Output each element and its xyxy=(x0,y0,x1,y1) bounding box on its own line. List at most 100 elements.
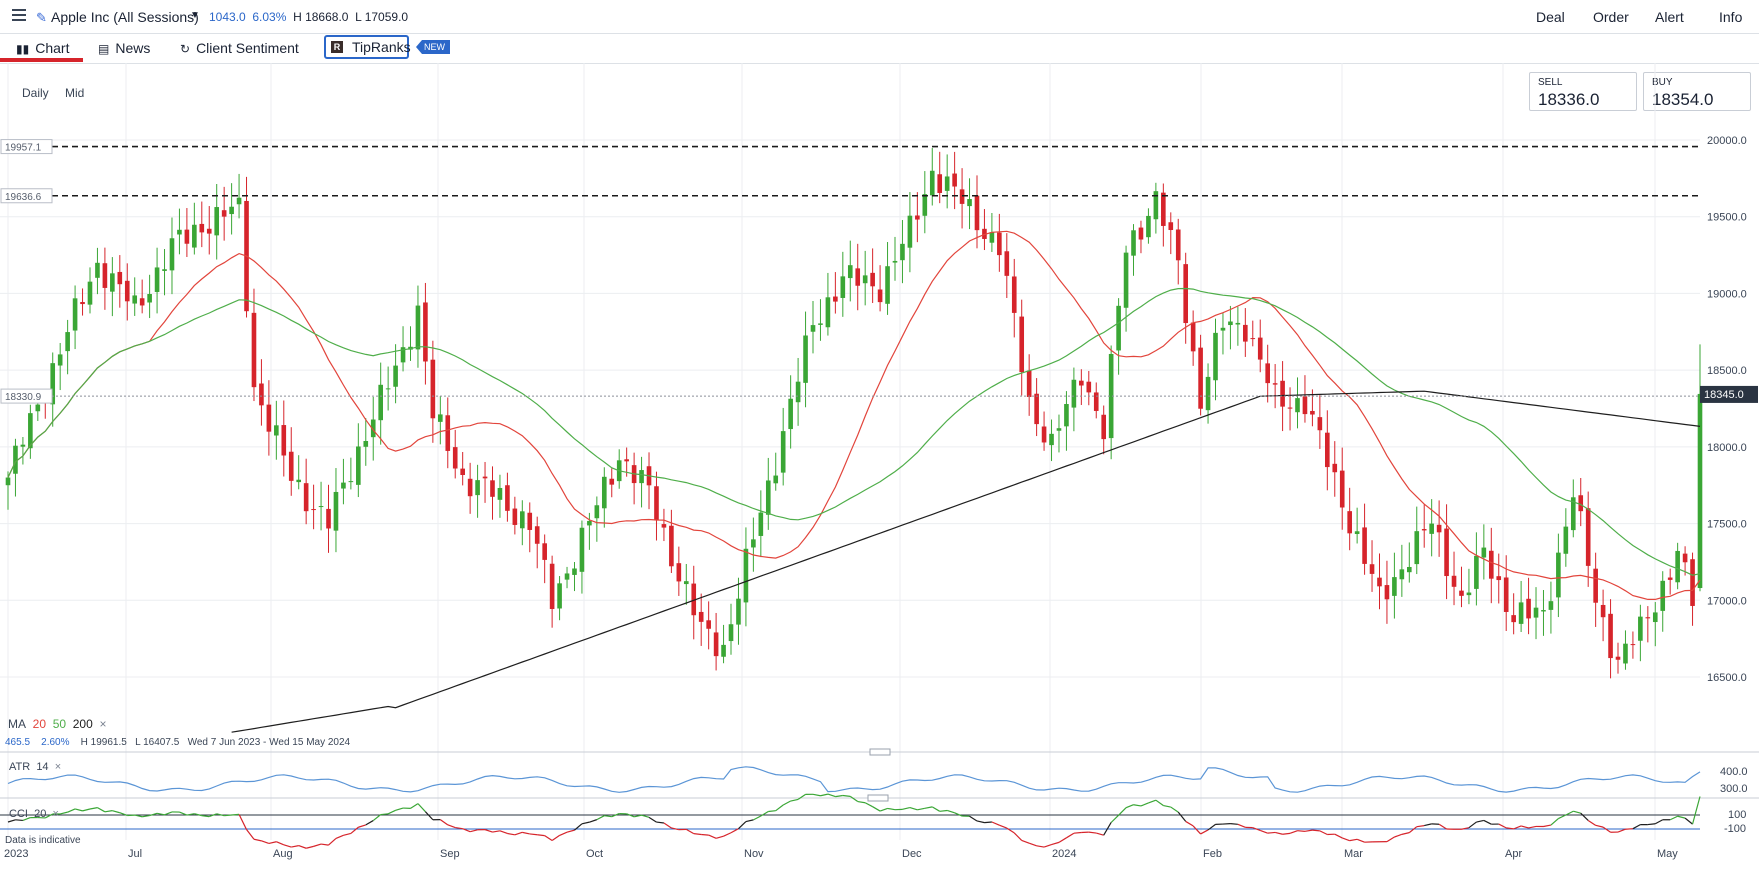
atr-close-icon[interactable]: × xyxy=(54,761,62,773)
cci-line-seg xyxy=(268,841,277,845)
candle-down xyxy=(1496,576,1502,581)
candle-up xyxy=(736,598,741,625)
order-button[interactable]: Order xyxy=(1593,9,1629,25)
price-chart[interactable]: 20000.0 19500.0 19000.0 18500.0 18000.0 17500… xyxy=(0,63,1759,870)
price-type-selector[interactable]: Mid xyxy=(65,86,85,100)
candle-down xyxy=(1503,577,1509,612)
cci-legend[interactable]: CCI 20 × xyxy=(9,808,59,820)
candle-down xyxy=(303,483,309,512)
candle-down xyxy=(117,271,123,285)
candle-down xyxy=(1161,192,1166,226)
candle-down xyxy=(1682,553,1688,563)
tab-chart[interactable]: ▮▮ Chart xyxy=(16,40,69,56)
candle-up xyxy=(1533,607,1539,618)
tab-client-sentiment[interactable]: ↻ Client Sentiment xyxy=(180,40,299,56)
x-axis-label: Jul xyxy=(128,848,142,860)
chevron-down-icon[interactable]: ▼ xyxy=(190,10,200,21)
candle-up xyxy=(818,323,823,325)
candle-down xyxy=(1369,564,1375,574)
cci-line-seg xyxy=(253,838,262,842)
candle-down xyxy=(534,526,540,544)
tab-tipranks-label: TipRanks xyxy=(352,39,411,55)
hamburger-menu-icon[interactable] xyxy=(12,9,26,21)
instrument-title[interactable]: Apple Inc (All Sessions) xyxy=(51,9,199,25)
sell-button[interactable]: SELL 18336.0 xyxy=(1529,72,1637,111)
buy-button[interactable]: BUY 18354.0 xyxy=(1643,72,1751,111)
cci-line-seg xyxy=(462,828,471,833)
y-tick-label: 19500.0 xyxy=(1707,212,1747,224)
active-tab-indicator xyxy=(0,58,83,62)
deal-button[interactable]: Deal xyxy=(1536,9,1565,25)
tab-client-sentiment-label: Client Sentiment xyxy=(196,40,299,56)
cci-period: 20 xyxy=(34,808,47,820)
cci-line-seg xyxy=(782,800,791,806)
candle-up xyxy=(1399,569,1405,580)
reference-label-box xyxy=(0,139,53,155)
cci-line-seg xyxy=(566,829,575,833)
cci-line-seg xyxy=(1654,819,1664,825)
candle-up xyxy=(579,527,585,572)
reference-label-box xyxy=(0,188,53,204)
tipranks-logo-icon: R xyxy=(331,41,343,53)
candle-up xyxy=(825,297,831,328)
ma-close-icon[interactable]: × xyxy=(99,717,107,731)
cci-line-seg xyxy=(1401,832,1410,835)
ma20-line xyxy=(7,230,1701,600)
cci-line-seg xyxy=(879,807,888,812)
ma-200-period: 200 xyxy=(72,717,93,731)
x-axis-label: May xyxy=(1657,848,1678,860)
last-price-label: 18345.0 xyxy=(1704,389,1744,401)
tab-news[interactable]: ▤ News xyxy=(98,40,150,56)
alert-button[interactable]: Alert xyxy=(1655,9,1684,25)
edit-pencil-icon[interactable]: ✎ xyxy=(36,10,47,25)
candle-up xyxy=(847,265,853,279)
cci-line-seg xyxy=(313,843,322,847)
candle-up xyxy=(594,505,600,519)
candle-up xyxy=(438,414,443,422)
candle-up xyxy=(1153,191,1159,220)
cci-line-seg xyxy=(626,813,635,818)
candle-up xyxy=(1623,643,1628,664)
candle-up xyxy=(229,206,234,215)
candle-down xyxy=(326,508,331,529)
candle-down xyxy=(430,359,436,419)
cci-line-seg xyxy=(238,814,248,830)
cci-line-seg xyxy=(730,828,739,834)
candle-up xyxy=(296,479,302,483)
interval-selector[interactable]: Daily xyxy=(22,86,49,100)
candle-up xyxy=(214,207,220,236)
cci-line-seg xyxy=(1617,828,1626,833)
candle-up xyxy=(519,511,525,529)
candle-down xyxy=(311,509,316,511)
candle-up xyxy=(840,276,846,298)
cci-line-seg xyxy=(447,824,456,829)
candle-up xyxy=(162,269,167,271)
candle-down xyxy=(1325,432,1330,468)
cci-line-seg xyxy=(97,807,106,813)
candle-down xyxy=(1079,380,1084,386)
candle-up xyxy=(885,266,890,304)
cci-close-icon[interactable]: × xyxy=(52,808,59,820)
candle-up xyxy=(728,624,734,642)
cci-line-seg xyxy=(164,811,173,816)
candle-up xyxy=(773,475,779,484)
candle-up xyxy=(385,388,391,390)
buy-label: BUY xyxy=(1652,77,1673,88)
candle-up xyxy=(795,381,801,403)
cci-line-seg xyxy=(1506,827,1514,830)
candle-down xyxy=(997,232,1002,256)
atr-legend[interactable]: ATR 14 × xyxy=(9,761,61,773)
session-low: L 17059.0 xyxy=(355,10,409,24)
candle-up xyxy=(28,413,33,449)
candle-down xyxy=(1347,511,1352,534)
info-button[interactable]: Info xyxy=(1719,9,1743,25)
cci-line-seg xyxy=(693,833,702,836)
ma-legend[interactable]: MA 20 50 200 × xyxy=(8,717,106,731)
candle-up xyxy=(967,199,972,207)
candle-down xyxy=(1041,426,1047,443)
cci-line-seg xyxy=(574,823,583,831)
cci-line-seg xyxy=(22,817,31,822)
candle-up xyxy=(147,294,152,303)
tab-tipranks[interactable]: R TipRanks xyxy=(324,35,411,59)
candle-down xyxy=(1578,495,1584,512)
